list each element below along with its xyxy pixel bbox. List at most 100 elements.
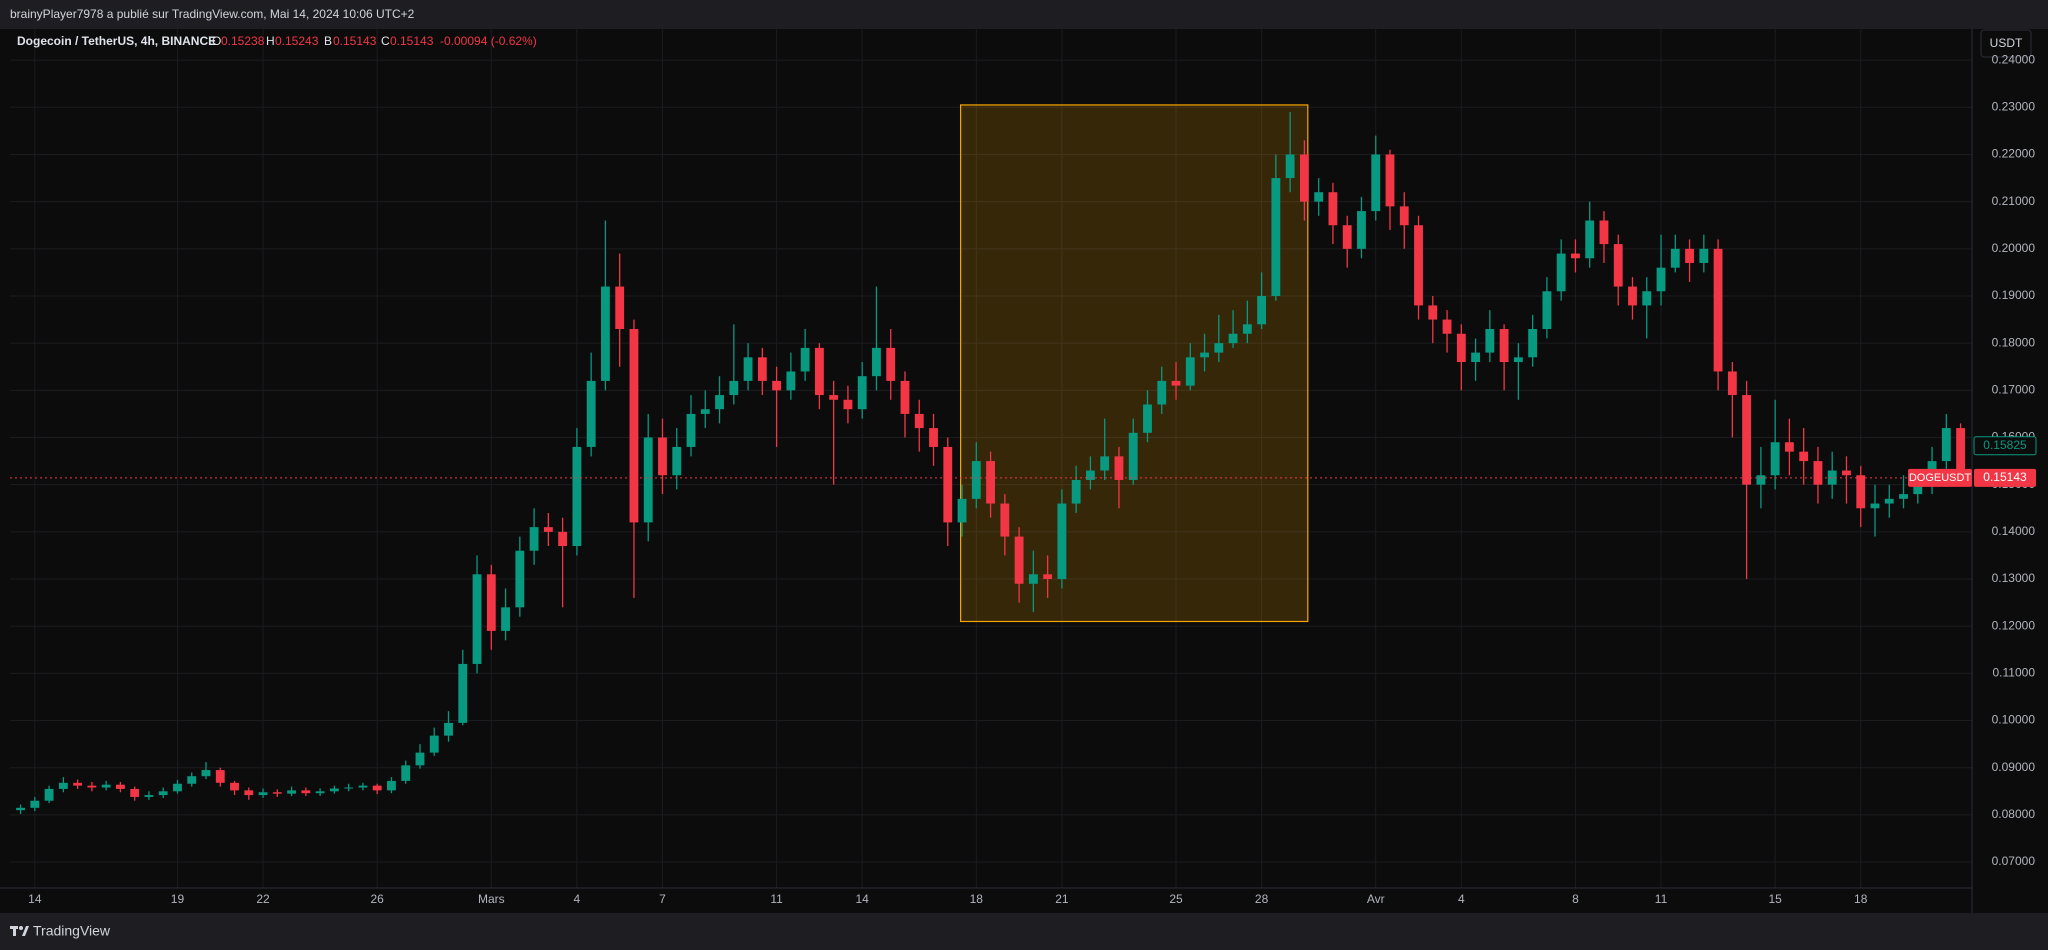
x-tick-label: 21	[1055, 892, 1069, 906]
ohlc-key: C	[381, 34, 390, 48]
published-by: brainyPlayer7978 a publié sur TradingVie…	[10, 7, 415, 21]
candle-body	[1613, 244, 1623, 287]
candle-body	[1200, 352, 1209, 358]
candle-body	[230, 782, 239, 791]
candle-body	[358, 785, 368, 788]
change: -0.00094 (-0.62%)	[440, 34, 537, 48]
y-tick-label: 0.07000	[1992, 854, 2036, 868]
candle-body	[158, 791, 168, 796]
candle-body	[1571, 253, 1580, 259]
y-tick-label: 0.22000	[1992, 147, 2036, 161]
candle-body	[372, 785, 382, 791]
candle-body	[1214, 343, 1224, 353]
candle-body	[1727, 371, 1737, 396]
candle-body	[1456, 333, 1466, 363]
brand-logo	[10, 926, 29, 936]
candle-body	[101, 784, 111, 788]
candle-body	[1699, 248, 1709, 263]
candle-body	[1770, 442, 1780, 476]
y-tick-label: 0.17000	[1992, 383, 2036, 397]
candle-body	[1086, 470, 1095, 480]
candle-body	[658, 437, 667, 476]
currency-label[interactable]: USDT	[1990, 36, 2023, 50]
candle-body	[543, 527, 553, 532]
candle-body	[458, 663, 468, 723]
candle-body	[1642, 291, 1652, 306]
y-tick-label: 0.24000	[1992, 52, 2036, 66]
candle-body	[429, 735, 439, 753]
x-tick-label: 11	[770, 892, 783, 906]
highlight-rectangle	[960, 104, 1309, 623]
candle-body	[1143, 404, 1152, 433]
candle-body	[1756, 475, 1766, 485]
candle-body	[1028, 574, 1038, 584]
symbol-tag-label: DOGEUSDT	[1909, 472, 1972, 484]
candle-body	[1257, 295, 1267, 325]
y-tick-label: 0.10000	[1992, 713, 2036, 727]
candle-body	[1884, 498, 1894, 504]
candle-body	[886, 347, 896, 381]
candle-body	[1157, 380, 1167, 405]
x-tick-label: 15	[1768, 892, 1782, 906]
candle-body	[729, 380, 739, 396]
candle-body	[800, 347, 810, 372]
currency-button[interactable]	[1980, 29, 2032, 58]
candle-body	[387, 780, 396, 791]
candle-body	[1556, 253, 1566, 292]
candle-body	[1685, 248, 1694, 263]
candle-body	[1813, 461, 1823, 485]
candle-body	[1499, 329, 1509, 363]
candle-body	[1057, 503, 1067, 580]
candle-body	[401, 765, 411, 781]
candle-body	[586, 380, 596, 447]
y-tick-label: 0.09000	[1992, 760, 2036, 774]
candle-body	[572, 446, 582, 547]
y-tick-label: 0.20000	[1992, 241, 2036, 255]
candle-body	[629, 329, 639, 523]
candle-body	[1542, 291, 1552, 330]
candle-body	[87, 785, 97, 788]
candle-body	[1599, 220, 1609, 245]
candle-body	[672, 446, 682, 476]
candle-body	[287, 790, 297, 794]
price-tag-label: 0.15825	[1983, 438, 2027, 452]
x-tick-label: Avr	[1367, 892, 1385, 906]
candle-body	[700, 409, 710, 414]
brand: TradingView	[33, 923, 111, 939]
candle-body	[715, 395, 724, 410]
price-tag-label: 0.15143	[1983, 470, 2027, 484]
x-tick-label: 26	[370, 892, 384, 906]
candle-body	[1428, 305, 1438, 320]
candle-body	[1513, 357, 1523, 363]
candle-body	[1485, 329, 1495, 353]
candle-body	[501, 607, 510, 631]
x-tick-label: 14	[856, 892, 870, 906]
candle-body	[957, 498, 967, 523]
x-tick-label: 4	[574, 892, 581, 906]
y-tick-label: 0.13000	[1992, 571, 2036, 585]
candle-body	[173, 783, 182, 792]
candle-body	[58, 782, 68, 789]
candle-body	[1628, 286, 1637, 306]
candle-body	[1299, 154, 1309, 202]
candle-body	[1285, 154, 1295, 179]
candle-body	[843, 399, 853, 410]
candle-body	[1071, 479, 1081, 504]
price-tag	[1973, 436, 2037, 456]
candle-body	[1357, 211, 1366, 249]
candle-body	[272, 792, 282, 794]
candle-body	[686, 413, 696, 447]
candle-body	[1956, 428, 1966, 479]
candle-body	[1870, 503, 1880, 509]
candle-body	[615, 286, 625, 330]
candle-body	[301, 790, 311, 794]
candle-body	[1385, 154, 1395, 207]
candle-body	[1414, 225, 1423, 306]
candle-body	[1371, 154, 1381, 212]
candle-body	[144, 795, 154, 797]
candle-body	[1043, 574, 1053, 580]
candle-body	[486, 574, 496, 631]
candle-body	[258, 792, 268, 796]
